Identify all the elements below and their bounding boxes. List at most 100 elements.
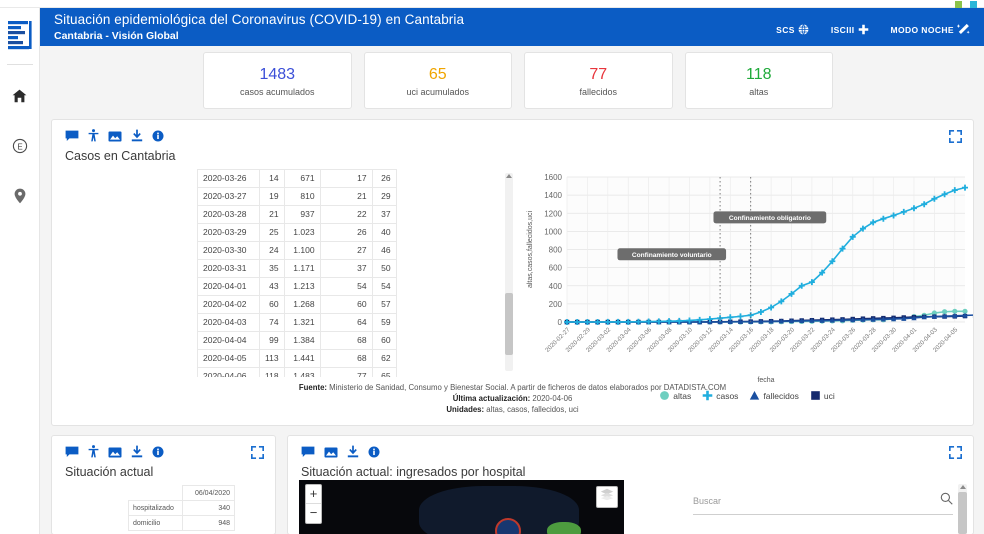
- sidebar-item-home[interactable]: [4, 80, 36, 112]
- map-zoom-in-button[interactable]: +: [306, 485, 321, 504]
- chart-point-casos: [615, 318, 622, 325]
- page-title: Situación epidemiológica del Coronavirus…: [54, 12, 465, 27]
- data-table: 2020-03-26 14 671 17 26 2020-03-27 19 810 21 29 20…: [197, 169, 397, 377]
- nav-isciii[interactable]: ISCIII: [831, 24, 869, 35]
- circle-e-icon: E: [12, 138, 28, 154]
- search-icon[interactable]: [940, 492, 953, 510]
- panel-ingresados-por-hospital: Situación actual: ingresados por hospita…: [287, 435, 974, 534]
- comment-icon[interactable]: [301, 445, 315, 463]
- mini-table-value: 948: [182, 515, 235, 531]
- chart-point-fallecidos: [931, 313, 937, 319]
- panel-situacion-actual: Situación actual 06/04/2020 hospitalizado…: [51, 435, 276, 534]
- chart-point-casos: [839, 245, 846, 252]
- table-cell: 2020-03-30: [197, 241, 260, 260]
- comment-icon[interactable]: [65, 129, 79, 147]
- table-cell: 37: [319, 259, 373, 278]
- download-icon[interactable]: [131, 445, 143, 463]
- chart-point-casos: [594, 319, 601, 325]
- table-cell: 25: [259, 223, 285, 242]
- mini-table-key: hospitalizado: [128, 500, 183, 516]
- map-canvas[interactable]: + −: [299, 480, 624, 534]
- table-scrollbar[interactable]: [505, 173, 513, 371]
- download-icon[interactable]: [131, 129, 143, 147]
- scrollbar-thumb[interactable]: [505, 293, 513, 355]
- sidebar-item-epidemiologia[interactable]: E: [4, 130, 36, 162]
- table-cell: 24: [259, 241, 285, 260]
- chart-point-fallecidos: [829, 317, 835, 323]
- scroll-up-arrow-icon[interactable]: [506, 174, 512, 178]
- chart-point-fallecidos: [870, 316, 876, 322]
- chart-point-fallecidos: [778, 318, 784, 324]
- table-cell: 54: [319, 277, 373, 296]
- table-cell: 2020-04-03: [197, 313, 260, 332]
- table-cell: 21: [259, 205, 285, 224]
- kpi-value: 65: [428, 65, 447, 83]
- legend-item-uci[interactable]: uci: [810, 390, 835, 401]
- hospital-list-scrollbar[interactable]: [958, 484, 967, 534]
- chart-ytick-label: 1400: [544, 191, 562, 200]
- info-icon[interactable]: [152, 129, 164, 147]
- chart-point-casos: [900, 208, 907, 215]
- table-cell: 59: [371, 313, 397, 332]
- kpi-card-fallecidos[interactable]: 77 fallecidos: [524, 52, 673, 109]
- map-vegetation-shape: [547, 522, 581, 534]
- legend-item-altas[interactable]: altas: [659, 390, 691, 401]
- table-cell: 1.384: [283, 331, 321, 350]
- nav-modo-noche[interactable]: MODO NOCHE: [891, 23, 971, 36]
- image-icon[interactable]: [324, 445, 338, 463]
- download-icon[interactable]: [347, 445, 359, 463]
- panel-body: 2020-03-26 14 671 17 26 2020-03-27 19 810 21 29 20…: [52, 163, 978, 401]
- kpi-card-uci[interactable]: 65 uci acumulados: [363, 52, 512, 109]
- sidebar: E: [0, 8, 40, 534]
- source-line-3: Unidades: altas, casos, fallecidos, uci: [52, 404, 973, 415]
- fullscreen-icon[interactable]: [948, 445, 963, 464]
- map-zoom-out-button[interactable]: −: [309, 505, 318, 520]
- chart-annotation-box: [713, 211, 827, 224]
- chart-point-casos: [564, 319, 570, 325]
- search-input[interactable]: Buscar: [693, 492, 953, 515]
- fullscreen-icon[interactable]: [948, 129, 963, 148]
- panel-title: Casos en Cantabria: [65, 149, 176, 163]
- map-marker-circle[interactable]: [495, 518, 521, 534]
- chart-point-casos: [706, 316, 713, 323]
- chart-point-fallecidos: [758, 318, 764, 324]
- panel-toolbar: [288, 436, 973, 463]
- table-cell: 2020-03-31: [197, 259, 260, 278]
- chart-ytick-label: 800: [549, 246, 563, 255]
- chart-point-casos: [849, 233, 856, 240]
- sidebar-item-mapa[interactable]: [4, 180, 36, 212]
- chart-annotation-label: Confinamiento voluntario: [632, 252, 712, 259]
- legend-item-fallecidos[interactable]: fallecidos: [749, 390, 799, 401]
- kpi-card-altas[interactable]: 118 altas: [684, 52, 833, 109]
- table-cell: 68: [319, 331, 373, 350]
- chart-point-altas: [962, 308, 968, 314]
- chart-point-casos: [737, 313, 744, 320]
- scrollbar-thumb[interactable]: [958, 492, 967, 534]
- legend-item-casos[interactable]: casos: [702, 390, 738, 401]
- fullscreen-icon[interactable]: [250, 445, 265, 464]
- info-icon[interactable]: [152, 445, 164, 463]
- chart-point-casos: [584, 319, 591, 325]
- legend-label: altas: [673, 390, 692, 401]
- chart-point-fallecidos: [788, 318, 795, 324]
- image-icon[interactable]: [108, 445, 122, 463]
- chart-ytick-label: 200: [549, 300, 563, 309]
- table-cell: 2020-03-27: [197, 187, 260, 206]
- info-icon[interactable]: [368, 445, 380, 463]
- table-cell: 810: [283, 187, 321, 206]
- image-icon[interactable]: [108, 129, 122, 147]
- bars-logo-icon[interactable]: [7, 20, 33, 52]
- accessibility-icon[interactable]: [88, 129, 99, 147]
- map-layers-button[interactable]: [596, 486, 618, 508]
- scroll-up-arrow-icon[interactable]: [959, 485, 966, 489]
- mini-table-value: 340: [182, 500, 235, 516]
- comment-icon[interactable]: [65, 445, 79, 463]
- accessibility-icon[interactable]: [88, 445, 99, 463]
- panel-toolbar: [52, 436, 275, 463]
- table-cell: 74: [259, 313, 285, 332]
- kpi-card-casos[interactable]: 1483 casos acumulados: [203, 52, 352, 109]
- nav-scs[interactable]: SCS: [776, 24, 809, 35]
- hospital-search: Buscar: [693, 492, 953, 515]
- table-cell: 26: [319, 223, 373, 242]
- chart-point-casos: [870, 219, 877, 226]
